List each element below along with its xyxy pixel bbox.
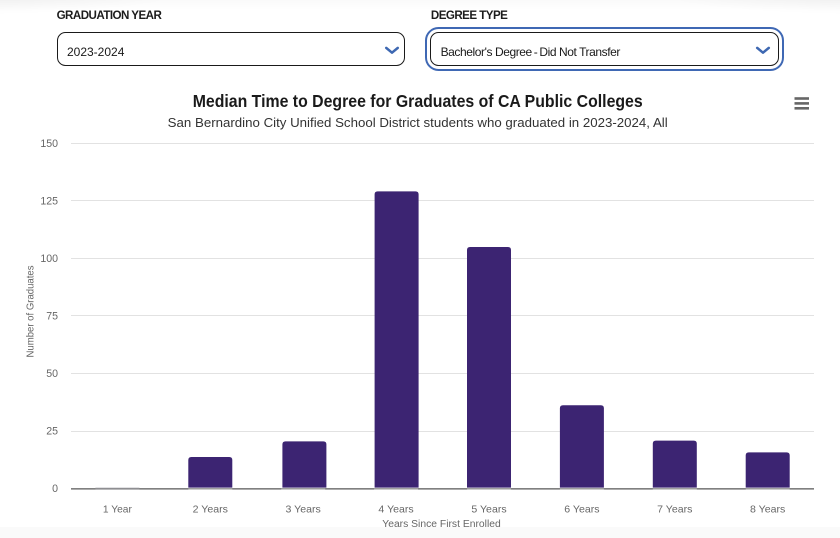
svg-text:3 Years: 3 Years <box>286 504 321 516</box>
svg-text:6 Years: 6 Years <box>564 504 599 516</box>
svg-text:125: 125 <box>40 195 58 207</box>
svg-text:7 Years: 7 Years <box>657 504 692 516</box>
svg-text:100: 100 <box>40 253 58 265</box>
svg-text:4 Years: 4 Years <box>378 504 413 516</box>
svg-text:25: 25 <box>46 426 58 438</box>
svg-text:75: 75 <box>46 311 58 323</box>
svg-text:50: 50 <box>46 368 58 380</box>
svg-text:8 Years: 8 Years <box>750 504 785 516</box>
svg-text:5 Years: 5 Years <box>471 504 506 516</box>
svg-text:1 Year: 1 Year <box>103 504 132 516</box>
svg-text:Median Time to Degree for Grad: Median Time to Degree for Graduates of C… <box>193 91 643 111</box>
svg-text:0: 0 <box>52 483 58 495</box>
svg-text:150: 150 <box>40 138 58 150</box>
svg-text:2 Years: 2 Years <box>193 504 228 516</box>
svg-text:Number of Graduates: Number of Graduates <box>26 265 37 357</box>
svg-text:San Bernardino City Unified Sc: San Bernardino City Unified School Distr… <box>168 115 668 130</box>
